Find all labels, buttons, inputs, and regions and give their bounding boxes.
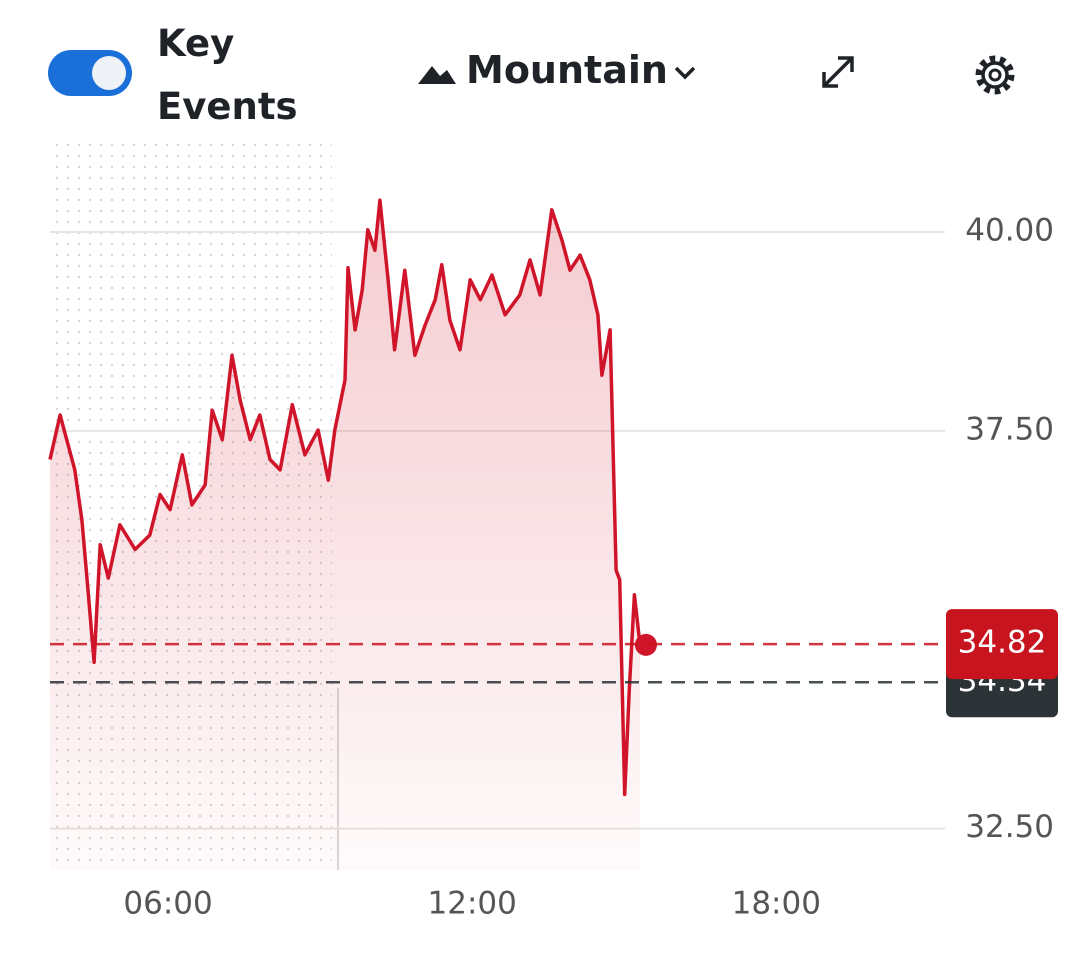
mountain-icon[interactable]	[418, 66, 456, 84]
key-events-label[interactable]: Key Events	[157, 22, 298, 128]
x-tick-label: 12:00	[428, 886, 517, 922]
price-line	[48, 198, 642, 797]
price-badge	[946, 609, 1058, 680]
x-tick-label: 18:00	[732, 886, 821, 922]
y-tick-label: 32.50	[965, 809, 1054, 845]
dropdown-chevron[interactable]	[674, 66, 696, 80]
toggle-knob	[92, 56, 126, 90]
y-tick-label: 40.00	[965, 213, 1054, 249]
price-badge-label: 34.82	[958, 625, 1047, 661]
x-tick-label: 06:00	[123, 886, 212, 922]
y-tick-label: 37.50	[965, 411, 1054, 447]
area	[50, 200, 640, 870]
last-point	[634, 633, 657, 656]
chart-style-label[interactable]: Mountain	[466, 48, 668, 92]
settings-icon[interactable]	[975, 55, 1015, 95]
expand-icon[interactable]	[822, 56, 854, 88]
